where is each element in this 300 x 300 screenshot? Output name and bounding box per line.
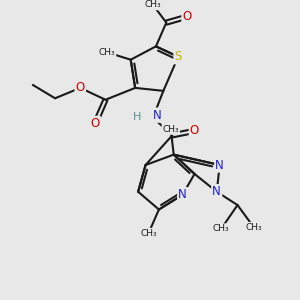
Text: H: H [133, 112, 141, 122]
Text: N: N [178, 188, 187, 201]
Text: N: N [153, 109, 162, 122]
Text: O: O [190, 124, 199, 137]
Text: N: N [215, 158, 224, 172]
Text: CH₃: CH₃ [140, 229, 157, 238]
Text: O: O [91, 117, 100, 130]
Text: CH₃: CH₃ [213, 224, 230, 233]
Text: CH₃: CH₃ [245, 223, 262, 232]
Text: CH₃: CH₃ [163, 125, 179, 134]
Text: CH₃: CH₃ [99, 48, 115, 57]
Text: S: S [175, 50, 182, 63]
Text: O: O [182, 10, 192, 23]
Text: O: O [76, 81, 85, 94]
Text: CH₃: CH₃ [145, 0, 161, 9]
Text: N: N [212, 185, 221, 198]
